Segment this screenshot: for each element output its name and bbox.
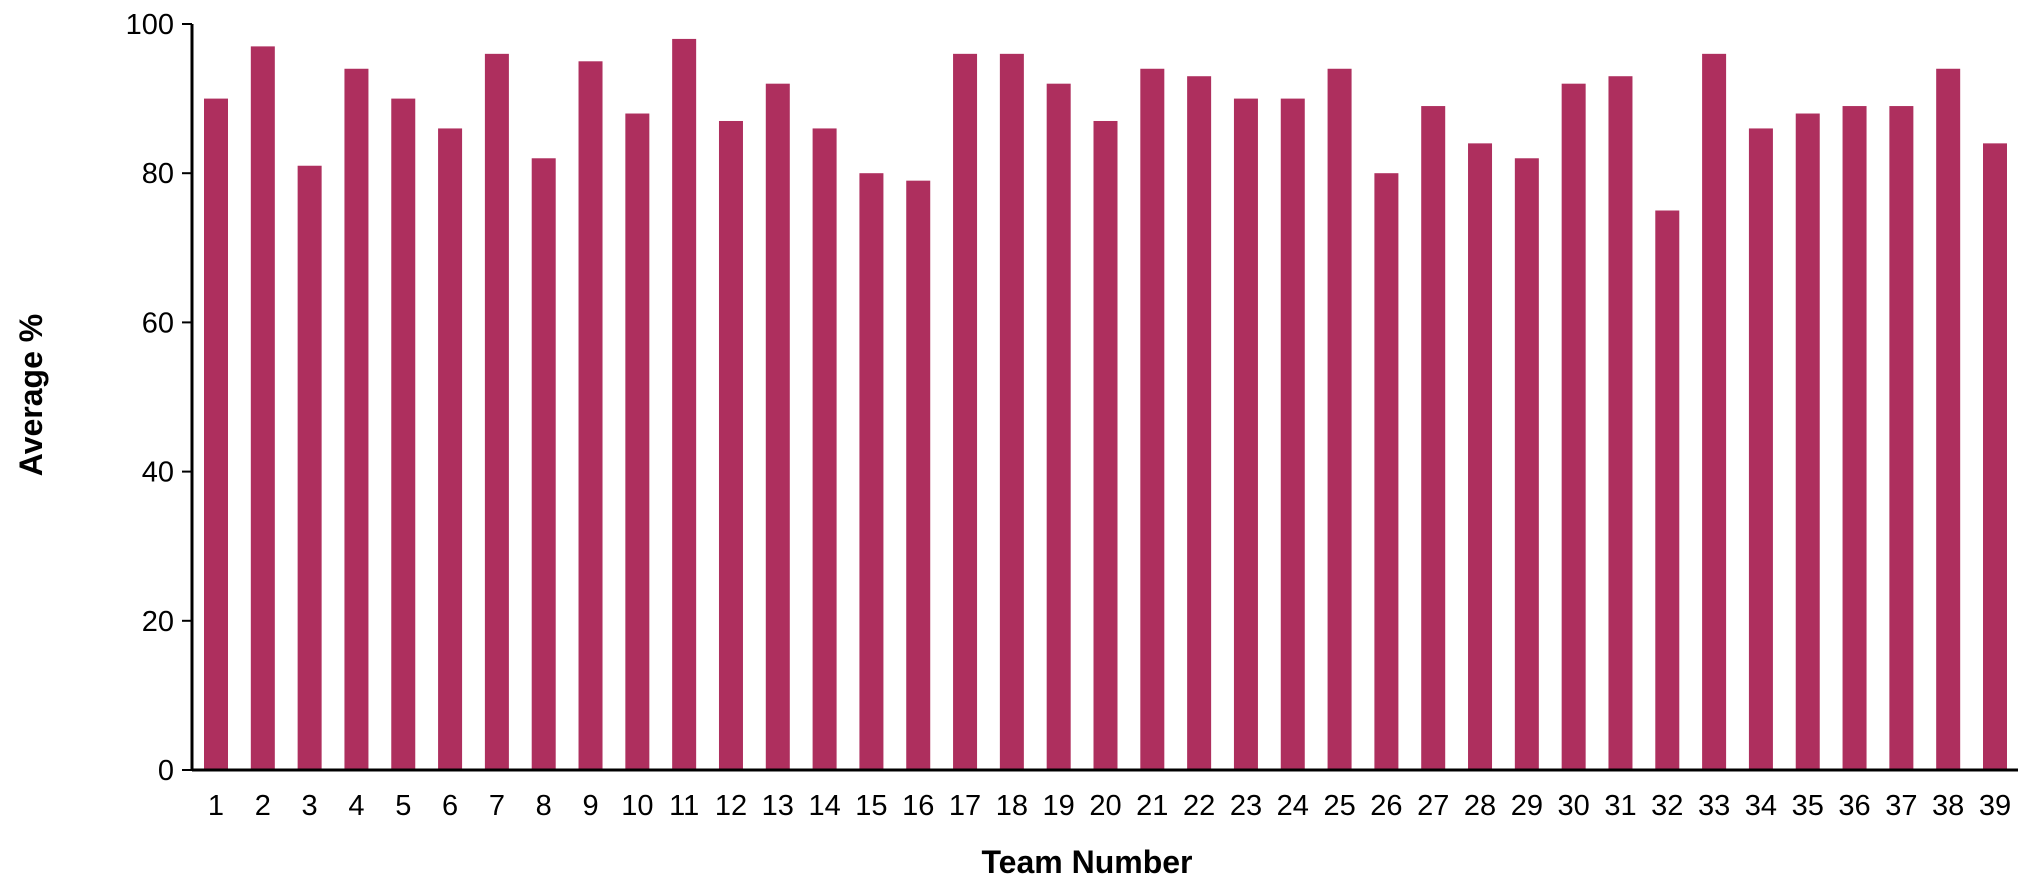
x-tick-label: 14: [808, 790, 840, 822]
bar-team-12: [718, 120, 743, 771]
bar-team-33: [1702, 53, 1727, 770]
bar-team-19: [1046, 83, 1071, 771]
x-tick-label: 38: [1932, 790, 1964, 822]
bar-team-7: [484, 53, 509, 770]
bar-team-27: [1421, 106, 1446, 770]
x-tick-label: 7: [489, 790, 505, 822]
x-tick-label: 29: [1511, 790, 1543, 822]
bar-team-30: [1561, 83, 1586, 771]
bar-team-18: [999, 53, 1024, 770]
bar-team-36: [1842, 106, 1867, 770]
x-tick-label: 3: [302, 790, 318, 822]
y-tick-label: 100: [126, 9, 174, 41]
bar-team-4: [344, 68, 369, 770]
bar-team-17: [953, 53, 978, 770]
bar-team-29: [1514, 158, 1539, 770]
bar-team-2: [250, 46, 275, 770]
y-axis-title: Average %: [13, 314, 49, 476]
bar-team-24: [1280, 98, 1305, 771]
bar-team-5: [391, 98, 416, 771]
bar-team-9: [578, 61, 603, 771]
bar-team-39: [1983, 143, 2007, 771]
bar-team-23: [1233, 98, 1258, 771]
x-tick-label: 6: [442, 790, 458, 822]
bar-team-15: [859, 173, 884, 770]
x-tick-label: 20: [1089, 790, 1121, 822]
y-tick-label: 20: [142, 606, 174, 638]
x-tick-label: 22: [1183, 790, 1215, 822]
x-tick-label: 8: [536, 790, 552, 822]
x-tick-label: 35: [1792, 790, 1824, 822]
x-tick-label: 36: [1838, 790, 1870, 822]
x-tick-label: 39: [1979, 790, 2011, 822]
bar-team-34: [1748, 128, 1773, 770]
x-tick-label: 23: [1230, 790, 1262, 822]
bar-team-22: [1187, 76, 1212, 771]
y-tick-label: 60: [142, 307, 174, 339]
x-tick-label: 15: [855, 790, 887, 822]
x-tick-label: 17: [949, 790, 981, 822]
x-tick-label: 34: [1745, 790, 1777, 822]
bar-team-31: [1608, 76, 1633, 771]
bar-team-6: [438, 128, 463, 770]
y-axis-ticks: 0 20 40 60 80 100: [126, 9, 192, 787]
bar-team-16: [906, 180, 931, 770]
x-tick-label: 28: [1464, 790, 1496, 822]
x-tick-label: 19: [1043, 790, 1075, 822]
x-tick-label: 24: [1277, 790, 1309, 822]
x-tick-label: 27: [1417, 790, 1449, 822]
x-tick-label: 5: [395, 790, 411, 822]
bar-team-37: [1889, 106, 1914, 770]
x-tick-label: 1: [208, 790, 224, 822]
bar-team-8: [531, 158, 556, 770]
bar-team-25: [1327, 68, 1352, 770]
x-tick-label: 25: [1323, 790, 1355, 822]
x-tick-label: 32: [1651, 790, 1683, 822]
x-axis-title: Team Number: [981, 844, 1192, 880]
bar-team-20: [1093, 120, 1118, 771]
bar-team-21: [1140, 68, 1165, 770]
x-axis-ticks: 1 2 3 4 5 6 7 8 9 10 11 12 13 14 15 16 17 18 19 20 21 22 23 24 2…: [208, 790, 2011, 822]
x-tick-label: 31: [1604, 790, 1636, 822]
x-tick-label: 37: [1885, 790, 1917, 822]
x-tick-label: 11: [669, 790, 699, 822]
bar-team-3: [297, 165, 322, 771]
x-tick-label: 13: [762, 790, 794, 822]
x-tick-label: 12: [715, 790, 747, 822]
x-tick-label: 9: [582, 790, 598, 822]
x-tick-label: 10: [621, 790, 653, 822]
y-tick-label: 40: [142, 457, 174, 489]
x-tick-label: 16: [902, 790, 934, 822]
bar-team-38: [1936, 68, 1961, 770]
x-tick-label: 33: [1698, 790, 1730, 822]
x-tick-label: 4: [348, 790, 364, 822]
bar-team-28: [1468, 143, 1493, 771]
bar-team-11: [672, 38, 697, 771]
bar-team-1: [204, 98, 228, 771]
bar-team-13: [765, 83, 790, 771]
y-tick-label: 80: [142, 158, 174, 190]
bar-team-35: [1795, 113, 1820, 770]
x-tick-label: 21: [1136, 790, 1168, 822]
x-tick-label: 2: [255, 790, 271, 822]
x-tick-label: 26: [1370, 790, 1402, 822]
x-tick-label: 30: [1558, 790, 1590, 822]
bar-team-10: [625, 113, 650, 770]
x-tick-label: 18: [996, 790, 1028, 822]
bar-team-32: [1655, 210, 1680, 770]
y-tick-label: 0: [158, 755, 174, 787]
bars-group: [204, 38, 2007, 771]
bar-team-14: [812, 128, 837, 770]
bar-team-26: [1374, 173, 1399, 770]
